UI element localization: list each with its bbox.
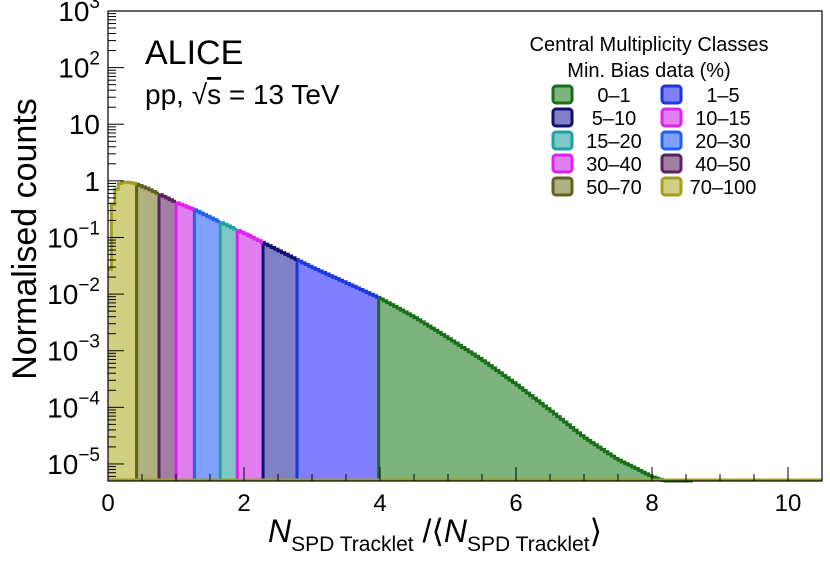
- class-outline-30–40: [176, 201, 195, 212]
- x-label-slash: /: [414, 513, 432, 549]
- legend-entries: 0–1 1–5 5–10 10–15 15–20 20–30 30–40 40–50 50–70…: [551, 84, 757, 199]
- class-outline-10–15: [237, 229, 264, 244]
- legend-label: 1–5: [706, 85, 739, 107]
- system-label-s: s: [207, 79, 221, 110]
- legend-swatch: [551, 107, 574, 128]
- x-label-sub2: SPD Tracklet: [467, 533, 590, 556]
- experiment-annotation: ALICE pp, √s = 13 TeV: [145, 34, 340, 110]
- x-tick-label: 10: [775, 490, 802, 517]
- system-label-prefix: pp,: [145, 79, 192, 110]
- legend-label: 50–70: [586, 177, 642, 199]
- y-tick-label: 103: [58, 0, 100, 27]
- y-tick-label: 10−1: [47, 218, 100, 253]
- y-axis-label: Normalised counts: [6, 98, 44, 380]
- y-tick-label: 102: [58, 49, 100, 84]
- class-area-50–70: [136, 184, 159, 482]
- y-axis-title: Normalised counts: [6, 98, 44, 380]
- class-outline-5–10: [262, 240, 298, 261]
- system-label: pp, √s = 13 TeV: [145, 79, 340, 110]
- class-outline-20–30: [194, 208, 221, 223]
- x-tick-label: 6: [509, 490, 522, 517]
- class-area-1–5: [297, 259, 379, 481]
- class-outline-70–100: [108, 180, 137, 271]
- legend-swatch: [660, 176, 683, 197]
- class-outline-1–5: [296, 257, 379, 299]
- legend-swatch: [660, 130, 683, 151]
- y-tick-label: 10−5: [47, 445, 100, 480]
- x-axis-title: NSPD Tracklet /⟨NSPD Tracklet⟩: [268, 513, 602, 556]
- legend-swatch: [551, 130, 574, 151]
- class-area-15–20: [220, 222, 238, 481]
- x-label-sub1: SPD Tracklet: [291, 533, 414, 556]
- legend-label: 40–50: [695, 154, 751, 176]
- y-tick-label: 10−3: [47, 332, 100, 367]
- class-outline-15–20: [220, 221, 238, 231]
- legend-swatch: [660, 107, 683, 128]
- class-outline-50–70: [136, 182, 159, 195]
- legend-label: 10–15: [695, 108, 751, 130]
- class-outline-0–1: [378, 295, 693, 483]
- legend-label: 70–100: [690, 177, 757, 199]
- class-area-5–10: [263, 242, 298, 481]
- legend-label: 15–20: [586, 131, 642, 153]
- legend-label: 5–10: [592, 108, 637, 130]
- class-area-10–15: [237, 230, 264, 481]
- y-tick-label: 10−2: [47, 275, 100, 310]
- distribution-envelope: [108, 180, 822, 483]
- legend-title: Central Multiplicity Classes: [530, 34, 769, 56]
- x-label-n2: N: [444, 513, 468, 549]
- x-tick-label: 2: [237, 490, 250, 517]
- legend-label: 0–1: [597, 85, 630, 107]
- y-tick-label: 10−4: [47, 388, 100, 423]
- x-label-close: ⟩: [590, 513, 602, 549]
- x-label-n1: N: [268, 513, 292, 549]
- y-tick-label: 1: [84, 166, 100, 197]
- sqrt-symbol: √: [192, 79, 208, 110]
- experiment-label: ALICE: [145, 34, 243, 72]
- x-label-open: ⟨: [431, 513, 443, 549]
- x-axis-label: NSPD Tracklet /⟨NSPD Tracklet⟩: [268, 513, 602, 556]
- axes: 0 2 4 6 8 10 10−5 10−4 10−3 10−2 10−1 1 10 102 103: [47, 0, 823, 517]
- legend-swatch: [551, 176, 574, 197]
- legend-swatch: [551, 153, 574, 174]
- x-tick-label: 0: [101, 490, 114, 517]
- system-label-suffix: = 13 TeV: [221, 79, 340, 110]
- class-area-40–50: [159, 194, 176, 481]
- y-tick-label: 10: [69, 109, 100, 140]
- legend-swatch: [551, 84, 574, 105]
- x-tick-label: 8: [645, 490, 658, 517]
- legend-swatch: [660, 84, 683, 105]
- class-area-30–40: [176, 202, 195, 482]
- x-tick-label: 4: [373, 490, 386, 517]
- legend-label: 30–40: [586, 154, 642, 176]
- class-outline-40–50: [159, 193, 176, 203]
- legend-label: 20–30: [695, 131, 751, 153]
- legend: Central Multiplicity Classes Min. Bias d…: [530, 34, 769, 199]
- class-area-20–30: [194, 209, 221, 481]
- legend-swatch: [660, 153, 683, 174]
- legend-subtitle: Min. Bias data (%): [567, 60, 730, 82]
- class-area-70–100: [108, 182, 137, 481]
